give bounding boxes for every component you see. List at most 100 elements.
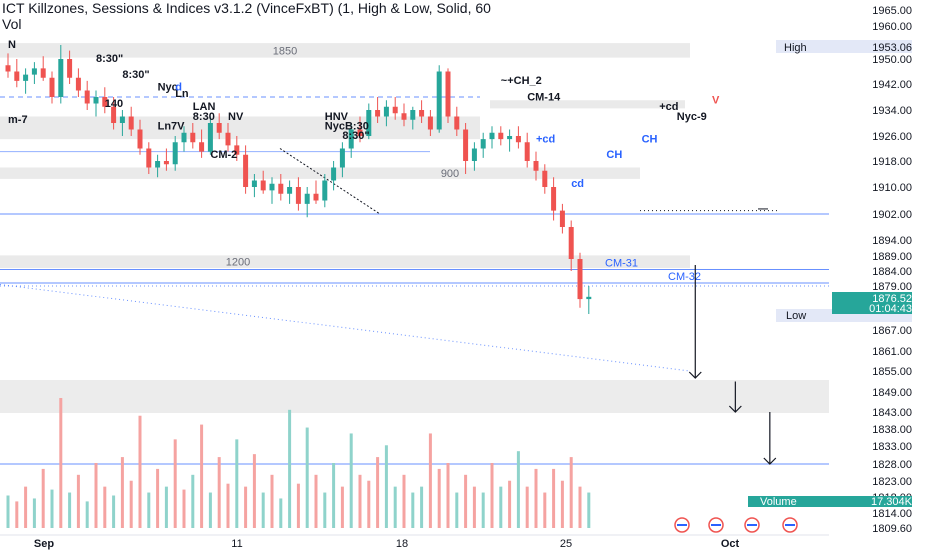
volume-bar[interactable] <box>129 480 133 528</box>
candle-body[interactable] <box>67 59 73 78</box>
chart-annotation[interactable]: LAN <box>193 101 216 113</box>
volume-bar[interactable] <box>428 433 432 528</box>
candle-body[interactable] <box>436 71 442 130</box>
price-axis-tick[interactable]: 1814.00 <box>872 508 912 520</box>
volume-bar[interactable] <box>244 486 248 528</box>
volume-bar[interactable] <box>490 463 494 528</box>
candle-body[interactable] <box>471 148 477 162</box>
volume-bar[interactable] <box>147 492 151 528</box>
price-axis-tick[interactable]: 1828.00 <box>872 459 912 471</box>
volume-bar[interactable] <box>560 480 564 528</box>
chart-annotation[interactable]: HNV <box>325 111 349 123</box>
volume-bar[interactable] <box>156 468 160 528</box>
chart-annotation[interactable]: Nyc <box>158 82 178 94</box>
time-axis-tick[interactable]: 18 <box>396 538 408 550</box>
candle-body[interactable] <box>339 148 345 168</box>
candle-body[interactable] <box>410 110 416 120</box>
time-axis-tick[interactable]: 25 <box>560 538 572 550</box>
candle-body[interactable] <box>322 180 328 201</box>
volume-bar[interactable] <box>226 483 230 528</box>
volume-bar[interactable] <box>288 409 292 528</box>
chart-annotation[interactable]: NycB:30 <box>325 121 369 133</box>
candle-body[interactable] <box>199 142 205 152</box>
candle-body[interactable] <box>577 259 583 300</box>
volume-bar[interactable] <box>50 489 54 528</box>
volume-bar[interactable] <box>217 457 221 528</box>
candle-body[interactable] <box>304 193 310 204</box>
candle-body[interactable] <box>146 148 152 168</box>
price-axis-tick[interactable]: 1910.00 <box>872 182 912 194</box>
volume-bar[interactable] <box>332 463 336 528</box>
volume-bar[interactable] <box>534 468 538 528</box>
candle-body[interactable] <box>251 180 257 188</box>
candle-body[interactable] <box>243 154 249 187</box>
bar-countdown[interactable]: 01:04:43 <box>869 303 912 315</box>
volume-bar[interactable] <box>173 439 177 528</box>
high-label[interactable]: High <box>784 42 807 54</box>
volume-bar[interactable] <box>437 468 441 528</box>
candle-body[interactable] <box>190 132 196 143</box>
last-price-value[interactable]: 1876.52 <box>872 293 912 305</box>
volume-bar[interactable] <box>402 474 406 528</box>
candle-body[interactable] <box>375 110 381 117</box>
price-axis-tick[interactable]: 1934.00 <box>872 105 912 117</box>
volume-bar[interactable] <box>24 486 28 528</box>
volume-badge[interactable] <box>748 496 912 507</box>
candle-body[interactable] <box>427 116 433 130</box>
price-axis-tick[interactable]: 1855.00 <box>872 366 912 378</box>
volume-bar[interactable] <box>32 498 36 528</box>
price-axis-tick[interactable]: 1809.60 <box>872 523 912 535</box>
price-axis-tick[interactable]: 1879.00 <box>872 281 912 293</box>
candle-body[interactable] <box>93 97 99 104</box>
high-badge[interactable] <box>776 40 912 53</box>
price-axis-tick[interactable]: 1965.00 <box>872 5 912 17</box>
candle-body[interactable] <box>498 132 504 140</box>
candle-body[interactable] <box>128 116 134 130</box>
candle-body[interactable] <box>278 183 284 194</box>
candle-body[interactable] <box>181 132 187 143</box>
zone-box-label[interactable]: 1850 <box>273 45 297 57</box>
candle-body[interactable] <box>313 193 319 201</box>
chart-annotation[interactable]: 8:30" <box>342 130 369 142</box>
candle-body[interactable] <box>172 142 178 165</box>
zone-box[interactable] <box>0 43 690 58</box>
candle-body[interactable] <box>524 142 530 161</box>
candle-body[interactable] <box>419 110 425 117</box>
volume-bar[interactable] <box>516 451 520 528</box>
price-axis-tick[interactable]: 1889.00 <box>872 251 912 263</box>
candle-body[interactable] <box>260 180 266 191</box>
candle-body[interactable] <box>586 296 592 300</box>
volume-bar[interactable] <box>455 492 459 528</box>
volume-bar[interactable] <box>252 454 256 528</box>
candle-body[interactable] <box>31 68 37 75</box>
volume-bar[interactable] <box>191 474 195 528</box>
volume-bar[interactable] <box>296 483 300 528</box>
candle-body[interactable] <box>392 106 398 114</box>
zone-box[interactable] <box>0 380 829 413</box>
chart-annotation[interactable]: 8:30" <box>122 69 149 81</box>
price-level-label[interactable]: CM-32 <box>668 271 701 283</box>
chart-annotation[interactable]: d <box>175 82 182 94</box>
zone-box-label[interactable]: 900 <box>441 168 459 180</box>
chart-annotation[interactable]: CH <box>642 133 658 145</box>
candle-body[interactable] <box>58 59 64 97</box>
zone-box-label[interactable]: 1200 <box>226 257 250 269</box>
price-axis-tick[interactable]: 1960.00 <box>872 21 912 33</box>
volume-bar[interactable] <box>120 457 124 528</box>
volume-bar[interactable] <box>552 468 556 528</box>
candle-body[interactable] <box>23 74 29 81</box>
candle-body[interactable] <box>542 170 548 187</box>
chart-annotation[interactable]: Nyc-9 <box>677 111 707 123</box>
candle-body[interactable] <box>533 161 539 171</box>
volume-bar[interactable] <box>76 474 80 528</box>
volume-bar[interactable] <box>164 486 168 528</box>
chart-annotation[interactable]: V <box>712 95 720 107</box>
volume-bar[interactable] <box>587 492 591 528</box>
volume-bar[interactable] <box>340 486 344 528</box>
volume-bar[interactable] <box>578 486 582 528</box>
price-level-label[interactable]: CM-31 <box>605 258 638 270</box>
volume-bar[interactable] <box>411 492 415 528</box>
arrow-head[interactable] <box>728 405 742 413</box>
